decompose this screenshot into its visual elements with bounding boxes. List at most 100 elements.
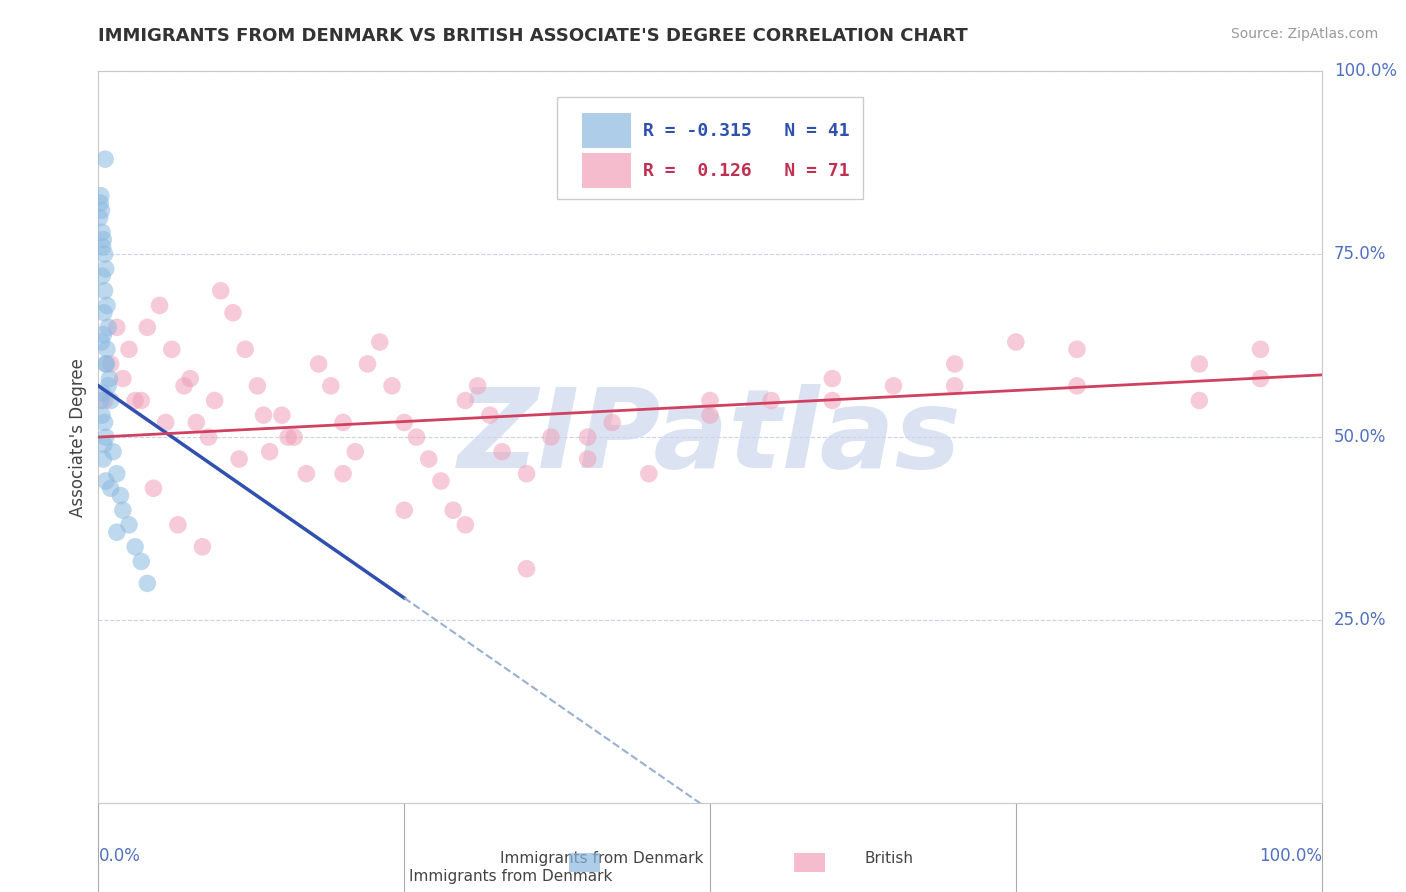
Point [96, 357, 118, 371]
Point [441, 503, 464, 517]
Point [89, 196, 111, 211]
Point [943, 379, 966, 393]
Point [179, 371, 201, 385]
Point [118, 517, 141, 532]
Point [295, 467, 318, 481]
Point [93, 306, 115, 320]
Point [368, 334, 391, 349]
Point [93, 437, 115, 451]
Point [186, 416, 208, 430]
Point [97, 320, 120, 334]
Point [392, 503, 416, 517]
Point [110, 489, 132, 503]
Point [101, 444, 124, 458]
Point [478, 408, 501, 422]
Point [1250, 343, 1272, 357]
Point [1004, 334, 1026, 349]
Point [516, 467, 538, 481]
Point [129, 554, 152, 568]
Point [233, 343, 256, 357]
Point [149, 298, 172, 312]
Point [283, 430, 305, 444]
Point [90, 393, 112, 408]
Point [1066, 379, 1088, 393]
Point [91, 269, 114, 284]
Text: Immigrants from Denmark: Immigrants from Denmark [409, 869, 612, 884]
Point [576, 430, 599, 444]
Point [94, 357, 117, 371]
Point [332, 416, 354, 430]
Text: 100.0%: 100.0% [1334, 62, 1398, 80]
Point [600, 416, 623, 430]
Point [93, 393, 115, 408]
Point [93, 416, 115, 430]
Point [516, 562, 538, 576]
Point [90, 203, 112, 218]
Point [124, 393, 146, 408]
Point [91, 240, 114, 254]
Point [228, 452, 250, 467]
Point [1066, 343, 1088, 357]
Text: ZIPatlas: ZIPatlas [458, 384, 962, 491]
Point [259, 444, 281, 458]
Point [89, 211, 111, 225]
Point [821, 371, 844, 385]
Point [344, 444, 367, 458]
Point [467, 379, 489, 393]
Text: Source: ZipAtlas.com: Source: ZipAtlas.com [1230, 27, 1378, 41]
Point [277, 430, 299, 444]
Point [105, 320, 128, 334]
Point [454, 517, 477, 532]
Point [381, 379, 404, 393]
Point [699, 408, 721, 422]
Point [173, 379, 195, 393]
Point [943, 357, 966, 371]
Text: 100.0%: 100.0% [1258, 847, 1322, 864]
Point [100, 481, 122, 495]
Point [204, 393, 226, 408]
Point [308, 357, 330, 371]
Point [96, 298, 118, 312]
Point [96, 343, 118, 357]
Point [246, 379, 269, 393]
Point [129, 393, 152, 408]
Point [105, 525, 128, 540]
Point [90, 334, 112, 349]
Point [91, 225, 114, 239]
Point [761, 393, 783, 408]
Point [124, 540, 146, 554]
Bar [582, 113, 630, 148]
Point [94, 430, 117, 444]
Point [418, 452, 440, 467]
Point [883, 379, 905, 393]
Point [392, 416, 416, 430]
Point [319, 379, 342, 393]
Point [136, 320, 159, 334]
Point [356, 357, 378, 371]
Text: 25.0%: 25.0% [1334, 611, 1386, 629]
Point [270, 408, 294, 422]
FancyBboxPatch shape [557, 97, 863, 200]
Point [160, 343, 183, 357]
Text: 75.0%: 75.0% [1334, 245, 1386, 263]
Point [637, 467, 661, 481]
Point [430, 474, 453, 488]
Point [1250, 371, 1272, 385]
Point [111, 503, 134, 517]
Text: Immigrants from Denmark: Immigrants from Denmark [499, 851, 703, 865]
Point [93, 284, 115, 298]
Y-axis label: Associate's Degree: Associate's Degree [69, 358, 87, 516]
Point [91, 233, 114, 247]
Text: R =  0.126   N = 71: R = 0.126 N = 71 [643, 161, 849, 180]
Point [111, 371, 134, 385]
Point [222, 306, 245, 320]
Point [1188, 357, 1211, 371]
Point [491, 444, 513, 458]
Point [136, 576, 159, 591]
Point [332, 467, 354, 481]
Point [699, 393, 721, 408]
Point [209, 284, 232, 298]
Point [252, 408, 274, 422]
Point [91, 386, 114, 401]
Text: 50.0%: 50.0% [1334, 428, 1386, 446]
